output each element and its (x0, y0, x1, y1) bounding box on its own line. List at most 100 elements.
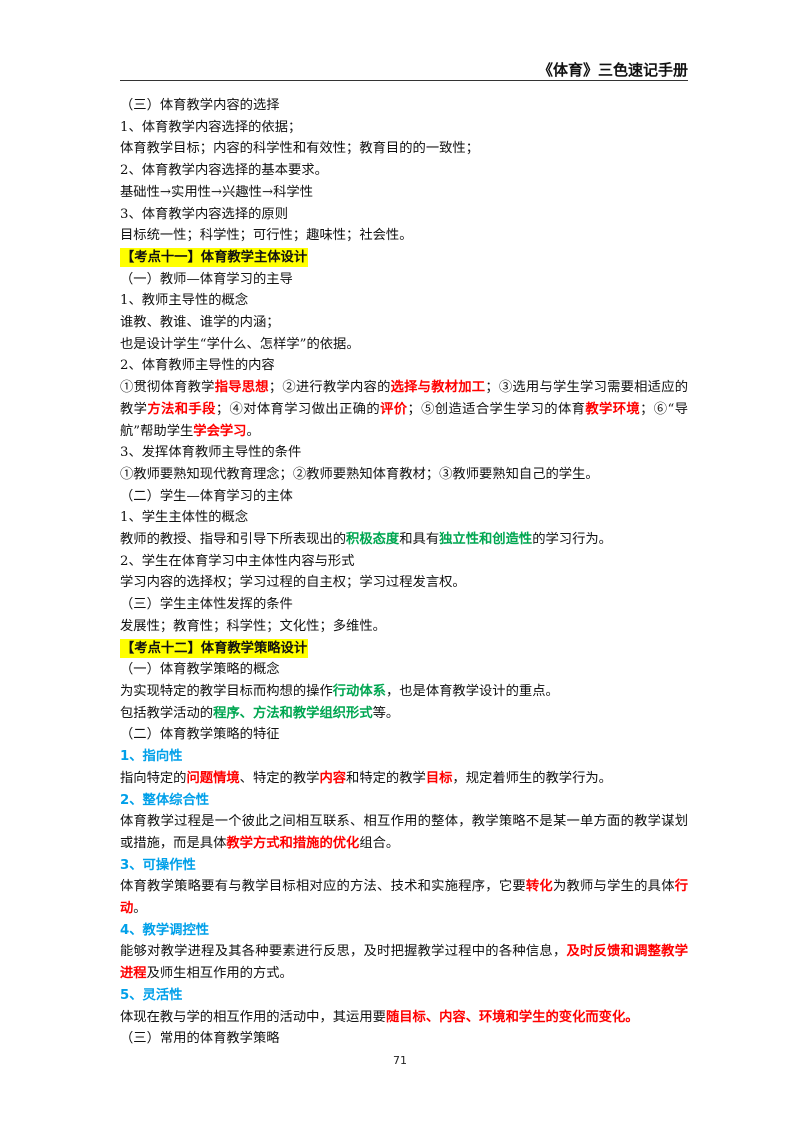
text-run: 1、教师主导性的概念 (120, 293, 249, 309)
text-run: 。 (246, 423, 260, 439)
text-run: ，也是体育教学设计的重点。 (385, 683, 559, 699)
text-run: ；②进行教学内容的 (268, 380, 391, 396)
text-line: 包括教学活动的程序、方法和教学组织形式等。 (120, 703, 688, 725)
text-run: 体育教学目标；内容的科学性和有效性；教育目的的一致性； (120, 141, 480, 157)
text-run: ；③选用与学生学习需要相适应的教学 (120, 380, 689, 417)
text-line: 体育教学策略要有与教学目标相对应的方法、技术和实施程序，它要转化为教师与学生的具… (120, 876, 688, 919)
text-run: ①教师要熟知现代教育理念；②教师要熟知体育教材；③教师要熟知自己的学生。 (120, 466, 599, 482)
text-line: 1、指向性 (120, 746, 688, 768)
text-run: （二）学生—体育学习的主体 (120, 488, 293, 504)
text-line: 2、体育教师主导性的内容 (120, 355, 688, 377)
text-line: （三）体育教学内容的选择 (120, 95, 688, 117)
text-run: ；⑥“导航”帮助学生 (120, 401, 688, 439)
header-rule (120, 80, 688, 81)
key-term-red: 教学环境 (585, 401, 641, 417)
text-run: 基础性→实用性→兴趣性→科学性 (120, 184, 313, 200)
text-line: 【考点十一】体育教学主体设计 (120, 247, 688, 269)
text-run: （二）体育教学策略的特征 (120, 727, 280, 743)
text-run: ；⑤创造适合学生学习的体育 (407, 401, 586, 417)
text-run: 和特定的教学 (346, 770, 426, 786)
exam-point-heading: 【考点十二】体育教学策略设计 (120, 638, 309, 658)
text-run: 及师生相互作用的方式。 (146, 966, 293, 982)
text-run: 2、体育教师主导性的内容 (120, 358, 275, 374)
text-line: 体现在教与学的相互作用的活动中，其运用要随目标、内容、环境和学生的变化而变化。 (120, 1007, 688, 1029)
text-line: 为实现特定的教学目标而构想的操作行动体系，也是体育教学设计的重点。 (120, 681, 688, 703)
text-line: （三）学生主体性发挥的条件 (120, 594, 688, 616)
text-line: 2、整体综合性 (120, 790, 688, 812)
key-term-red: 选择与教材加工 (390, 380, 486, 396)
text-run: 3、体育教学内容选择的原则 (120, 206, 289, 222)
text-run: 体现在教与学的相互作用的活动中，其运用要 (120, 1009, 386, 1025)
key-term-green: 积极态度 (346, 532, 400, 548)
text-line: 5、灵活性 (120, 985, 688, 1007)
document-body: （三）体育教学内容的选择 1、体育教学内容选择的依据； 体育教学目标；内容的科学性和… (120, 95, 688, 1050)
key-term-red: 内容 (319, 770, 347, 786)
text-run: 谁教、教谁、谁学的内涵； (120, 315, 280, 331)
text-run: ①贯彻体育教学 (120, 380, 215, 396)
text-run: （三）学生主体性发挥的条件 (120, 597, 293, 613)
key-term-red: 行动 (120, 879, 689, 917)
text-line: ①教师要熟知现代教育理念；②教师要熟知体育教材；③教师要熟知自己的学生。 (120, 464, 688, 486)
text-run: 体育教学策略要有与教学目标相对应的方法、技术和实施程序，它要 (120, 879, 526, 895)
text-line: 学习内容的选择权；学习过程的自主权；学习过程发言权。 (120, 572, 688, 594)
text-run: （三）常用的体育教学策略 (120, 1031, 280, 1047)
text-run: 、特定的教学 (239, 770, 320, 786)
text-run: ；④对体育学习做出正确的 (215, 401, 381, 417)
key-term-green: 行动体系 (332, 683, 386, 699)
key-term-green: 程序、方法和教学组织形式 (213, 705, 373, 721)
text-line: 1、教师主导性的概念 (120, 290, 688, 312)
key-term-red: 指导思想 (214, 380, 269, 396)
text-line: （一）体育教学策略的概念 (120, 659, 688, 681)
text-line: 体育教学过程是一个彼此之间相互联系、相互作用的整体，教学策略不是某一单方面的教学… (120, 811, 688, 854)
text-line: 发展性；教育性；科学性；文化性；多维性。 (120, 616, 688, 638)
text-line: （三）常用的体育教学策略 (120, 1028, 688, 1050)
text-run: 学习内容的选择权；学习过程的自主权；学习过程发言权。 (120, 575, 466, 591)
text-run: 包括教学活动的 (120, 705, 214, 721)
key-term-red: 学会学习 (193, 423, 247, 439)
text-run: 1、体育教学内容选择的依据； (120, 119, 302, 135)
text-run: 体育教学过程是一个彼此之间相互联系、相互作用的整体，教学策略不是某一单方面的教学… (120, 814, 688, 851)
text-run: 能够对教学进程及其各种要素进行反思，及时把握教学过程中的各种信息， (120, 944, 567, 960)
text-line: 4、教学调控性 (120, 920, 688, 942)
feature-heading: 5、灵活性 (120, 987, 183, 1003)
text-line: 目标统一性；科学性；可行性；趣味性；社会性。 (120, 225, 688, 247)
text-run: 和具有 (399, 532, 440, 548)
text-line: 3、可操作性 (120, 855, 688, 877)
text-run: 发展性；教育性；科学性；文化性；多维性。 (120, 618, 386, 634)
text-line: 教师的教授、指导和引导下所表现出的积极态度和具有独立性和创造性的学习行为。 (120, 529, 688, 551)
text-run: 也是设计学生“学什么、怎样学”的依据。 (120, 336, 360, 352)
text-run: 等。 (372, 705, 400, 721)
key-term-red: 方法和手段 (147, 401, 216, 417)
feature-heading: 1、指向性 (120, 749, 183, 765)
text-line: 2、学生在体育学习中主体性内容与形式 (120, 551, 688, 573)
page-number: 71 (393, 1054, 407, 1067)
text-line: 3、发挥体育教师主导性的条件 (120, 442, 688, 464)
text-run: 1、学生主体性的概念 (120, 510, 249, 526)
text-line: 基础性→实用性→兴趣性→科学性 (120, 182, 688, 204)
text-run: 3、发挥体育教师主导性的条件 (120, 445, 302, 461)
key-term-green: 独立性和创造性 (439, 532, 533, 548)
exam-point-heading: 【考点十一】体育教学主体设计 (120, 247, 309, 267)
text-line: 【考点十二】体育教学策略设计 (120, 638, 688, 660)
text-run: （一）教师—体育学习的主导 (120, 271, 293, 287)
text-run: 为教师与学生的具体 (552, 879, 675, 895)
text-run: （一）体育教学策略的概念 (120, 662, 280, 678)
key-term-red: 教学方式和措施的优化 (226, 835, 360, 851)
key-term-red: 目标 (425, 770, 453, 786)
feature-heading: 2、整体综合性 (120, 792, 210, 808)
text-run: 指向特定的 (120, 770, 187, 786)
text-run: 为实现特定的教学目标而构想的操作 (120, 683, 333, 699)
key-term-red: 及时反馈和调整教学进程 (120, 944, 689, 982)
text-line: （二）学生—体育学习的主体 (120, 486, 688, 508)
text-line: 1、学生主体性的概念 (120, 507, 688, 529)
text-run: （三）体育教学内容的选择 (120, 98, 280, 113)
text-run: 目标统一性；科学性；可行性；趣味性；社会性。 (120, 228, 413, 244)
text-run: ，规定着师生的教学行为。 (452, 770, 612, 786)
feature-heading: 4、教学调控性 (120, 922, 210, 938)
text-line: 1、体育教学内容选择的依据； (120, 117, 688, 139)
text-line: ①贯彻体育教学指导思想；②进行教学内容的选择与教材加工；③选用与学生学习需要相适… (120, 377, 688, 442)
key-term-red: 评价 (380, 401, 408, 417)
text-run: 的学习行为。 (532, 532, 612, 548)
text-line: 体育教学目标；内容的科学性和有效性；教育目的的一致性； (120, 138, 688, 160)
text-line: （二）体育教学策略的特征 (120, 724, 688, 746)
